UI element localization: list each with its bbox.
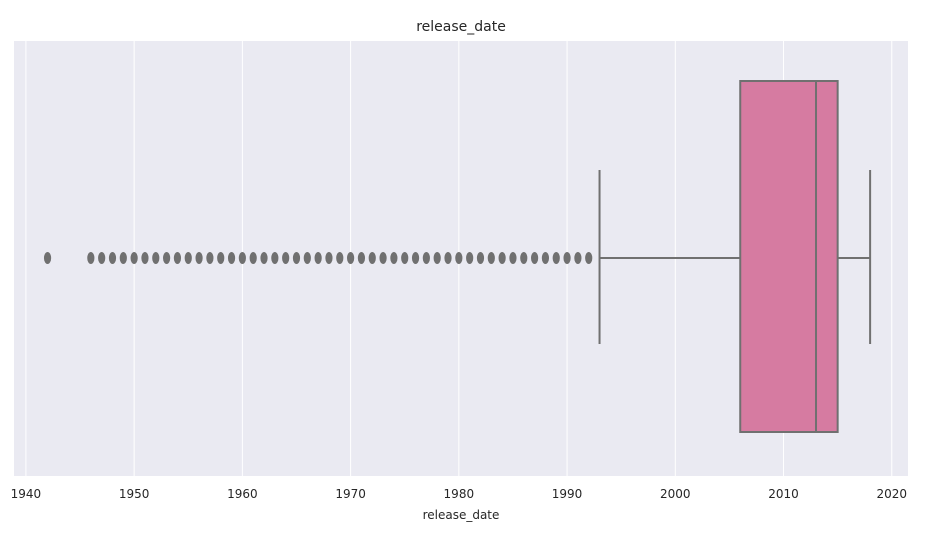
outlier-point xyxy=(130,252,138,264)
outlier-point xyxy=(325,252,333,264)
x-tick-label: 1970 xyxy=(335,487,366,501)
outlier-point xyxy=(173,252,182,264)
outlier-point xyxy=(357,252,366,264)
outlier-point xyxy=(336,252,344,264)
outlier-point xyxy=(498,252,506,264)
chart-title: release_date xyxy=(416,19,506,35)
outlier-point xyxy=(390,252,398,264)
x-tick-label: 1940 xyxy=(11,487,42,501)
x-tick-label: 2010 xyxy=(768,487,799,501)
box-plot xyxy=(598,80,872,433)
outlier-point xyxy=(552,252,560,264)
outlier-point xyxy=(347,252,355,264)
outlier-point xyxy=(563,252,571,264)
outlier-point xyxy=(541,252,550,264)
outlier-point xyxy=(303,252,311,264)
x-tick-label: 1960 xyxy=(227,487,258,501)
outlier-point xyxy=(282,252,290,264)
x-tick-label: 2000 xyxy=(660,487,691,501)
outlier-point xyxy=(87,252,95,264)
outlier-point xyxy=(520,252,528,264)
outlier-point xyxy=(152,252,160,264)
outlier-point xyxy=(487,252,495,264)
outlier-point xyxy=(98,252,106,264)
interquartile-box xyxy=(739,80,839,433)
x-axis-label: release_date xyxy=(423,508,500,522)
outlier-point xyxy=(217,252,225,264)
outlier-point xyxy=(411,252,420,264)
outlier-point xyxy=(195,252,203,264)
x-tick-labels: 1940 1950 1960 1970 1980 1990 2000 2010 2020 xyxy=(11,487,907,501)
outlier-point xyxy=(444,252,452,264)
outlier-points xyxy=(43,252,593,264)
outlier-point xyxy=(227,252,236,264)
outlier-point xyxy=(401,252,409,264)
outlier-point xyxy=(43,252,52,264)
outlier-point xyxy=(368,252,376,264)
outlier-point xyxy=(206,252,214,264)
outlier-point xyxy=(466,252,474,264)
outlier-point xyxy=(249,252,257,264)
outlier-point xyxy=(238,252,246,264)
outlier-point xyxy=(455,252,463,264)
x-tick-label: 1990 xyxy=(552,487,583,501)
outlier-point xyxy=(379,252,387,264)
outlier-point xyxy=(184,252,192,264)
outlier-point xyxy=(509,252,517,264)
outlier-point xyxy=(476,252,485,264)
outlier-point xyxy=(530,252,539,264)
outlier-point xyxy=(314,252,322,264)
outlier-point xyxy=(119,252,127,264)
outlier-point xyxy=(108,252,117,264)
outlier-point xyxy=(585,252,593,264)
outlier-point xyxy=(163,252,171,264)
outlier-point xyxy=(260,252,268,264)
outlier-point xyxy=(271,252,279,264)
outlier-point xyxy=(141,252,149,264)
x-tick-label: 2020 xyxy=(876,487,907,501)
outlier-point xyxy=(292,252,301,264)
outlier-point xyxy=(574,252,582,264)
x-tick-label: 1950 xyxy=(119,487,150,501)
x-tick-label: 1980 xyxy=(444,487,475,501)
outlier-point xyxy=(433,252,441,264)
outlier-point xyxy=(422,252,430,264)
